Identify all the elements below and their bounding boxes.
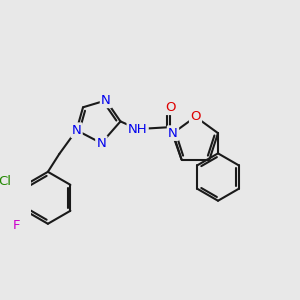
Text: O: O (190, 110, 201, 123)
Text: NH: NH (128, 123, 148, 136)
Text: N: N (101, 94, 111, 107)
Text: F: F (13, 219, 21, 232)
Text: N: N (72, 124, 81, 137)
Text: N: N (97, 137, 106, 150)
Text: N: N (168, 127, 178, 140)
Text: O: O (165, 101, 175, 114)
Text: Cl: Cl (0, 175, 11, 188)
